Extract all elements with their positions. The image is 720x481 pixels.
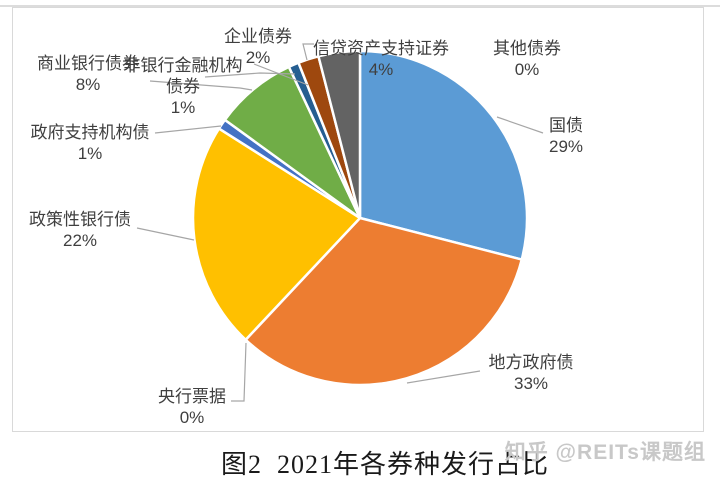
slice-labels-layer: 国债 29% 地方政府债 33% 央行票据 0% 政策性银行债 22% 政府支持机构债 1% 商业银… <box>29 27 583 427</box>
leader-line-9 <box>302 43 314 61</box>
slice-label-3: 央行票据 0% <box>158 387 226 427</box>
slice-label-5: 政府支持机构债 1% <box>31 123 150 163</box>
leader-lines-layer <box>136 43 544 402</box>
watermark: 知乎 @REITs课题组 <box>504 441 706 464</box>
pie-slices-layer <box>191 49 529 387</box>
pie-slice-4 <box>191 127 362 341</box>
leader-line-6 <box>149 80 253 91</box>
leader-line-5 <box>154 125 222 134</box>
leader-line-3 <box>231 342 247 402</box>
leader-line-4 <box>136 227 195 241</box>
leader-line-2 <box>406 370 481 384</box>
pie-slice-1 <box>358 49 529 261</box>
leader-line-1 <box>496 116 544 134</box>
slice-label-7: 非银行金融机构债券 1% <box>124 56 243 117</box>
slice-label-9: 信贷资产支持证券 4% <box>313 39 449 79</box>
slice-label-1: 国债 29% <box>549 116 583 156</box>
slice-label-8: 企业债券 2% <box>224 27 292 67</box>
pie-slice-9 <box>317 49 362 220</box>
slice-label-6: 商业银行债券 8% <box>37 54 139 94</box>
slice-label-4: 政策性银行债 22% <box>29 210 131 250</box>
page-rule-line <box>0 5 720 7</box>
slice-label-2: 地方政府债 33% <box>489 353 574 393</box>
leader-line-7 <box>204 72 296 78</box>
figure-caption: 图2 2021年各券种发行占比 <box>220 450 549 479</box>
pie-slice-2 <box>244 216 523 387</box>
leader-line-8 <box>253 63 309 86</box>
slice-label-10: 其他债券 0% <box>493 39 561 79</box>
